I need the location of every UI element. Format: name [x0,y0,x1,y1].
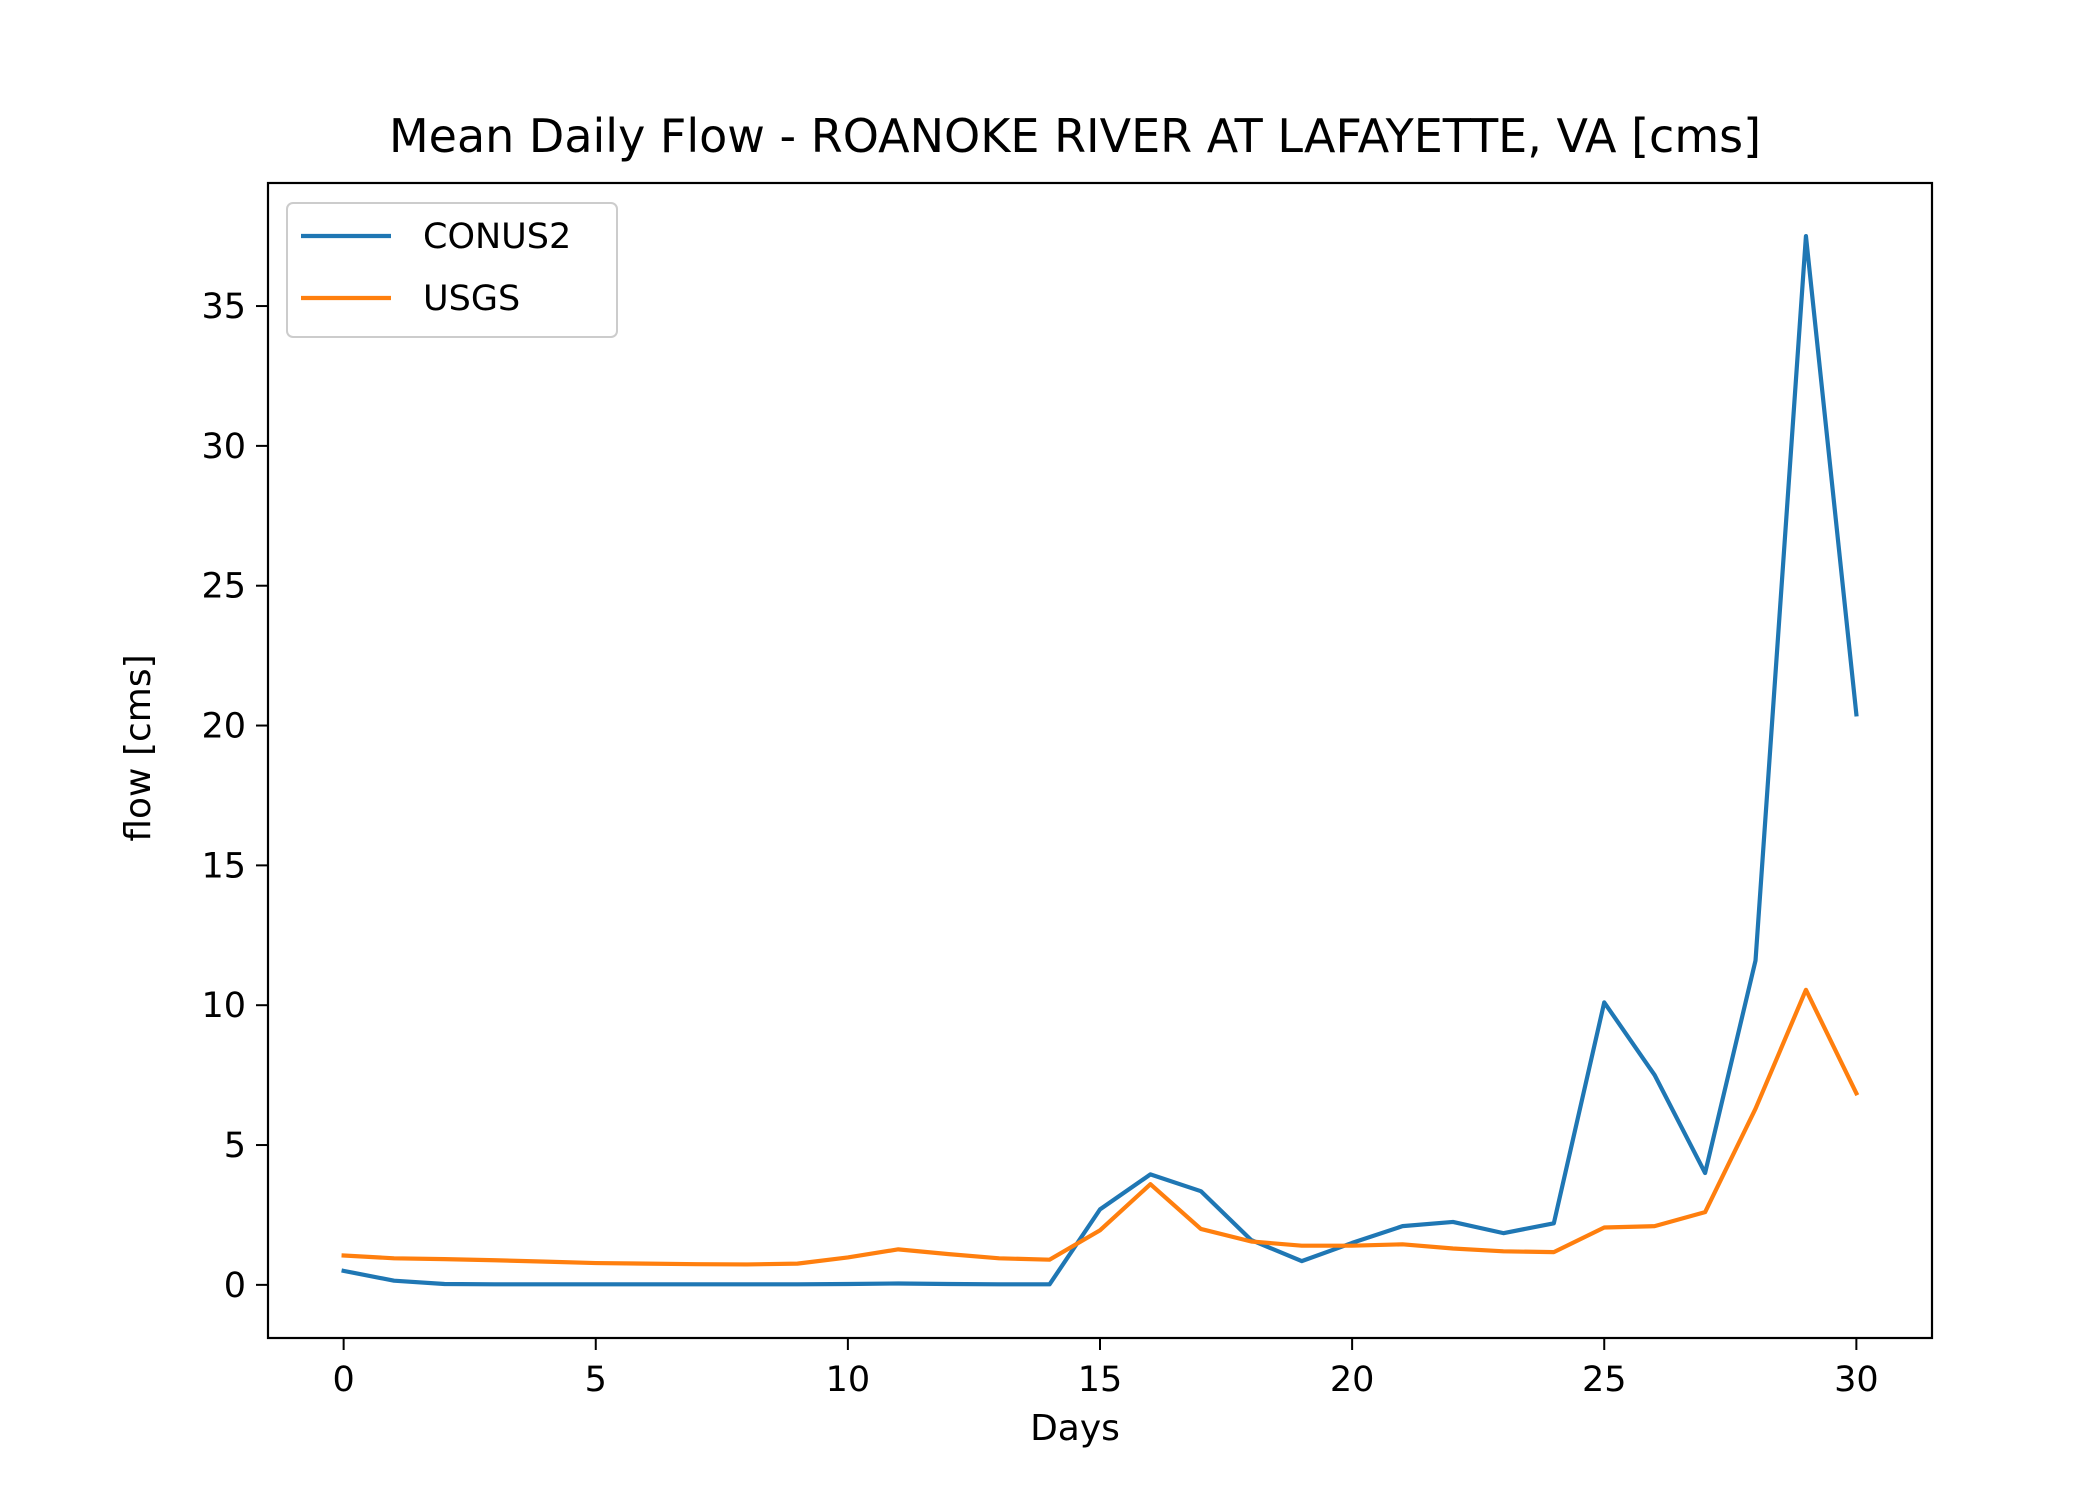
legend: CONUS2 USGS [286,202,618,338]
series-line-conus2 [341,234,1859,1287]
series-line-usgs [341,987,1860,1267]
x-axis-label: Days [1030,1408,1120,1449]
axes: 0 5 10 15 20 25 30 0 5 10 15 20 25 30 35 [201,181,1934,1400]
y-tick-label-30: 30 [201,427,246,467]
x-tick-label-10: 10 [826,1360,871,1400]
y-tick-label-15: 15 [201,846,246,886]
y-tick-label-10: 10 [201,986,246,1026]
x-tick-label-15: 15 [1078,1360,1123,1400]
plot-frame [266,181,1934,1340]
y-tick-label-20: 20 [201,707,246,747]
x-tick-label-20: 20 [1330,1360,1375,1400]
y-tick-label-35: 35 [201,287,246,327]
y-tick-label-5: 5 [224,1126,246,1166]
legend-label-conus2: CONUS2 [423,217,571,257]
y-tick-label-25: 25 [201,567,246,607]
x-tick-label-5: 5 [585,1360,607,1400]
legend-label-usgs: USGS [423,279,520,319]
y-tick-label-0: 0 [224,1266,246,1306]
plot-area [341,234,1860,1287]
chart-title: Mean Daily Flow - ROANOKE RIVER AT LAFAY… [389,109,1761,163]
y-axis-label: flow [cms] [118,654,159,841]
x-tick-label-25: 25 [1582,1360,1627,1400]
x-tick-label-0: 0 [332,1360,354,1400]
x-tick-label-30: 30 [1834,1360,1879,1400]
